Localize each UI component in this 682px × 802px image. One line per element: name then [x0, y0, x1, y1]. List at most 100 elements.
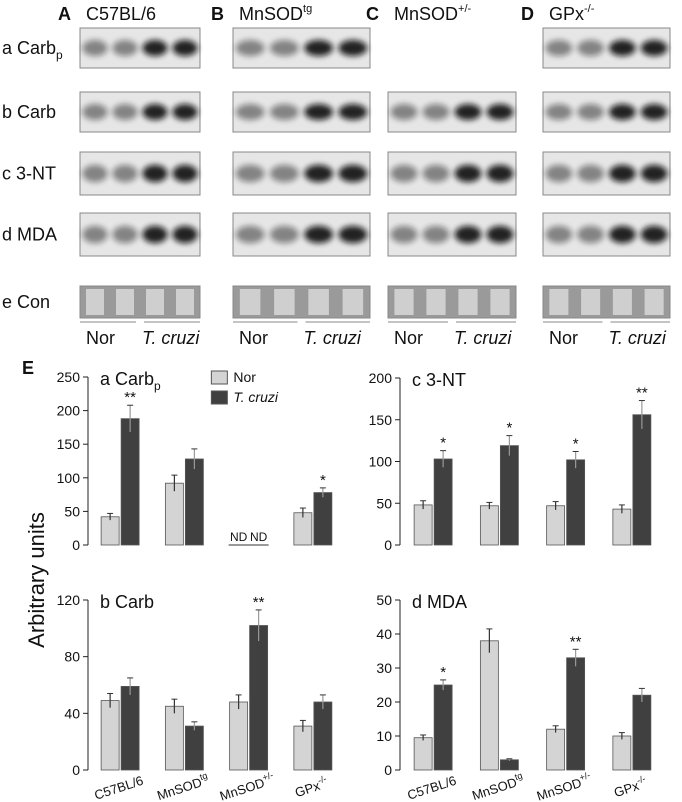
chart-title-text: c 3-NT	[412, 370, 466, 390]
blot-band	[112, 164, 138, 183]
y-tick-label: 100	[57, 470, 81, 486]
y-tick-label: 120	[57, 592, 81, 608]
y-axis-label: Arbitrary units	[24, 512, 49, 648]
group-label: Nor	[86, 328, 115, 348]
blot-lane	[612, 289, 632, 315]
y-tick-label: 0	[384, 537, 392, 553]
bar	[566, 459, 586, 546]
row-label: d MDA	[2, 225, 57, 245]
bar	[612, 508, 632, 546]
y-tick-label: 0	[72, 537, 80, 553]
legend-label: T. cruzi	[233, 389, 278, 405]
x-tick-label: MnSODtg	[154, 770, 210, 802]
chart-title-text: d MDA	[412, 592, 467, 612]
bar	[100, 516, 120, 546]
panel-label-sup: tg	[303, 3, 312, 15]
blot-band	[112, 225, 138, 244]
blot-band	[609, 225, 636, 244]
significance: **	[570, 633, 582, 650]
significance: *	[573, 435, 579, 452]
blot-band	[577, 40, 604, 56]
x-tick-label-sup: tg	[513, 770, 523, 782]
bar	[293, 512, 313, 546]
blot-band	[269, 40, 299, 56]
blot-lane	[426, 289, 446, 315]
blot-lane	[116, 289, 134, 315]
x-tick-label: MnSODtg	[469, 770, 525, 802]
blot-band	[486, 104, 514, 120]
blot-band	[338, 164, 368, 183]
x-tick-label-sup: +/-	[261, 770, 274, 783]
row-label: c 3-NT	[2, 164, 56, 184]
blot-band	[454, 104, 482, 120]
chart-title: c 3-NT	[412, 370, 466, 390]
y-tick-label: 40	[376, 626, 392, 642]
value-label: ND	[230, 530, 248, 544]
y-tick-label: 200	[369, 370, 393, 386]
panel-letter: A	[58, 4, 71, 24]
y-tick-label: 50	[64, 503, 80, 519]
blot-band	[269, 104, 299, 120]
x-tick-label: C57BL/6	[405, 773, 458, 802]
blot-band	[545, 225, 573, 244]
panel-label: MnSOD+/-	[394, 3, 471, 24]
legend-label: Nor	[233, 369, 256, 385]
blot-band	[640, 40, 668, 56]
blot-lane	[549, 289, 569, 315]
x-tick-label-text: MnSOD	[535, 775, 584, 802]
blot-band	[82, 40, 108, 56]
value-label: ND	[250, 530, 268, 544]
row-label-text: b Carb	[2, 102, 56, 122]
bar	[413, 504, 433, 546]
blot-band	[640, 225, 668, 244]
panel-label-text: C57BL/6	[86, 4, 156, 24]
blot-band	[142, 104, 168, 120]
row-label-sub: p	[56, 48, 63, 62]
x-tick-label-sup: -/-	[317, 773, 328, 785]
y-tick-label: 40	[64, 705, 80, 721]
row-label: e Con	[2, 292, 50, 312]
group-label: Nor	[549, 328, 578, 348]
y-tick-label: 10	[376, 728, 392, 744]
blot-band	[304, 164, 334, 183]
blot-lane	[274, 289, 295, 315]
blot-band	[142, 225, 168, 244]
panel-label-text: MnSOD	[394, 4, 458, 24]
blot-lane	[239, 289, 261, 315]
blot-band	[640, 164, 668, 183]
blot-band	[609, 40, 636, 56]
blot-band	[609, 104, 636, 120]
y-tick-label: 20	[376, 694, 392, 710]
x-tick-label: GPx-/-	[611, 773, 648, 800]
bar	[313, 492, 333, 546]
blot-band	[577, 164, 604, 183]
x-tick-label: MnSOD+/-	[534, 770, 593, 802]
bar	[546, 728, 566, 771]
bar	[184, 458, 204, 546]
y-tick-label: 250	[57, 369, 81, 385]
blot-band	[235, 225, 265, 244]
panel-letter: E	[22, 358, 34, 378]
group-label: T. cruzi	[609, 328, 667, 348]
y-tick-label: 50	[376, 495, 392, 511]
blot-band	[112, 104, 138, 120]
panel-label: C57BL/6	[86, 4, 156, 24]
blot-lane	[342, 289, 364, 315]
y-tick-label: 80	[64, 649, 80, 665]
row-label-text: c 3-NT	[2, 164, 56, 184]
panel-label-text: GPx	[549, 4, 584, 24]
bar	[120, 686, 140, 771]
blot-band	[172, 164, 198, 183]
blot-band	[454, 164, 482, 183]
bar	[100, 700, 120, 771]
blot-band	[486, 225, 514, 244]
panel-letter: C	[366, 4, 379, 24]
blot-band	[338, 104, 368, 120]
significance: **	[253, 594, 265, 611]
blot-band	[390, 164, 418, 183]
bar	[229, 701, 249, 771]
blot-band	[390, 225, 418, 244]
bar	[184, 725, 204, 771]
x-tick-label-sup: -/-	[636, 773, 647, 785]
bar	[293, 725, 313, 771]
